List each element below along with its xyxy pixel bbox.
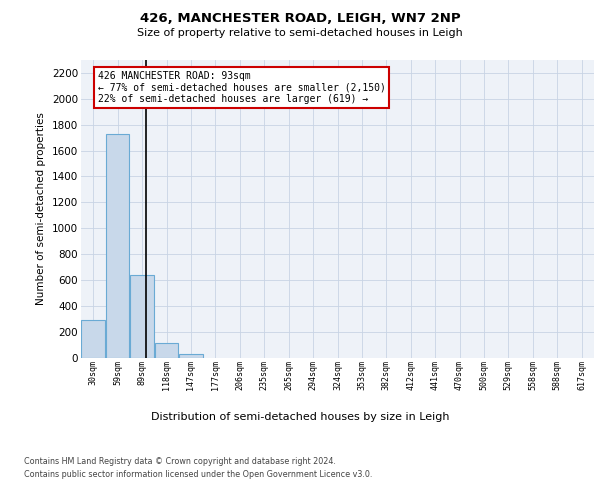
Text: 426, MANCHESTER ROAD, LEIGH, WN7 2NP: 426, MANCHESTER ROAD, LEIGH, WN7 2NP	[140, 12, 460, 26]
Bar	[179, 354, 203, 358]
Bar	[155, 344, 178, 357]
Y-axis label: Number of semi-detached properties: Number of semi-detached properties	[37, 112, 46, 305]
Text: Size of property relative to semi-detached houses in Leigh: Size of property relative to semi-detach…	[137, 28, 463, 38]
Bar	[106, 134, 129, 358]
Text: 426 MANCHESTER ROAD: 93sqm
← 77% of semi-detached houses are smaller (2,150)
22%: 426 MANCHESTER ROAD: 93sqm ← 77% of semi…	[98, 71, 386, 104]
Text: Distribution of semi-detached houses by size in Leigh: Distribution of semi-detached houses by …	[151, 412, 449, 422]
Text: Contains HM Land Registry data © Crown copyright and database right 2024.: Contains HM Land Registry data © Crown c…	[24, 458, 336, 466]
Text: Contains public sector information licensed under the Open Government Licence v3: Contains public sector information licen…	[24, 470, 373, 479]
Bar	[130, 274, 154, 357]
Bar	[82, 320, 105, 358]
